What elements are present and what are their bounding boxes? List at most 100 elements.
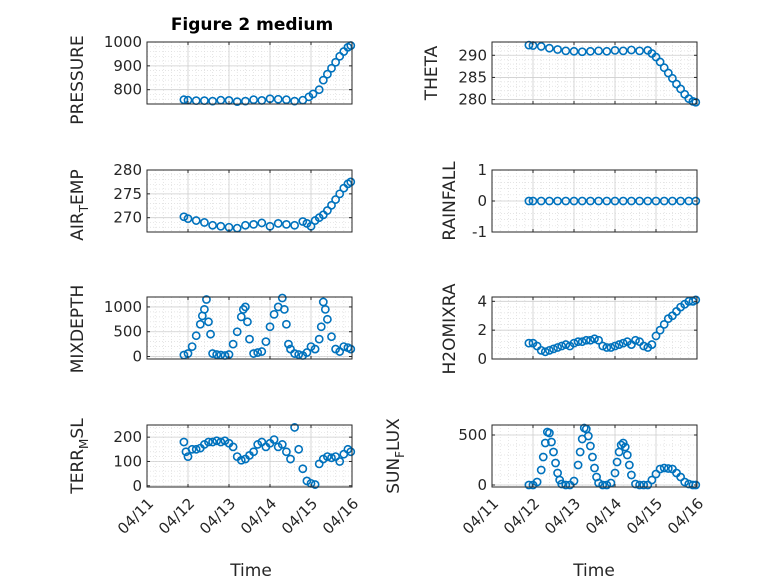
data-point (199, 304, 209, 314)
data-point (676, 196, 685, 206)
data-point (577, 337, 587, 347)
data-point (676, 84, 685, 94)
data-point (586, 441, 595, 451)
data-point (577, 196, 587, 206)
data-point (663, 68, 673, 78)
pressure-ylabel: PRESSURE (68, 35, 88, 124)
data-point (618, 338, 628, 348)
data-series (524, 40, 701, 107)
data-point (659, 319, 669, 329)
data-point (602, 480, 612, 490)
data-point (553, 196, 562, 206)
data-point (545, 196, 554, 206)
data-point (290, 220, 299, 230)
data-point (243, 317, 252, 327)
data-point (335, 189, 345, 199)
data-point (610, 196, 620, 206)
data-point (253, 348, 263, 357)
data-series (524, 196, 701, 206)
data-point (663, 464, 673, 473)
data-point (573, 460, 583, 470)
data-point (191, 331, 201, 341)
data-point (536, 465, 546, 475)
data-point (575, 447, 585, 457)
data-point (616, 440, 626, 450)
data-point (524, 338, 534, 348)
y-tick-label: 500 (458, 426, 487, 444)
data-point (290, 349, 299, 358)
data-point (335, 457, 345, 466)
data-point (257, 347, 267, 356)
terr-msl-ylabel-sub: M (77, 439, 91, 449)
rainfall-panel: -1 0 1 (472, 161, 701, 241)
data-point (594, 196, 603, 206)
y-tick-label: 0 (477, 350, 487, 368)
data-point (588, 452, 597, 462)
data-point (569, 196, 579, 206)
data-point (232, 97, 242, 107)
data-point (639, 341, 649, 351)
data-point (277, 293, 287, 303)
data-point (691, 97, 701, 107)
data-point (583, 431, 593, 441)
data-point (691, 480, 701, 490)
data-point (561, 46, 571, 56)
h2omixra-panel: 0 2 4 (477, 292, 701, 368)
data-point (187, 342, 197, 351)
data-point (561, 480, 571, 490)
data-point (346, 344, 356, 354)
data-point (281, 319, 291, 329)
data-series (524, 423, 701, 490)
axes-box (146, 169, 353, 233)
y-tick-label: 285 (458, 68, 487, 86)
data-point (691, 295, 701, 305)
data-point (620, 442, 630, 452)
data-point (659, 463, 669, 473)
y-tick-label: 1000 (104, 33, 142, 51)
data-point (627, 196, 636, 206)
data-point (586, 335, 595, 345)
data-point (536, 42, 546, 51)
data-point (545, 345, 554, 355)
data-point (206, 329, 215, 339)
data-point (346, 447, 356, 457)
data-point (320, 304, 330, 314)
terr-msl-ylabel: TERRMSL (68, 418, 91, 495)
data-point (651, 331, 661, 341)
data-point (281, 95, 291, 105)
data-point (532, 477, 542, 487)
data-point (586, 46, 595, 56)
data-point (635, 196, 644, 206)
data-point (204, 437, 213, 447)
data-point (302, 348, 312, 357)
data-point (327, 332, 336, 342)
data-point (273, 219, 283, 228)
data-point (536, 196, 546, 206)
data-point (610, 468, 620, 478)
data-point (659, 63, 669, 73)
data-point (298, 464, 308, 474)
y-tick-label: 270 (113, 209, 142, 227)
data-point (245, 334, 254, 344)
data-point (346, 177, 356, 187)
data-point (216, 221, 226, 231)
data-point (327, 453, 336, 463)
air-temp-panel: 270 275 280 (113, 161, 356, 233)
data-point (273, 94, 283, 104)
data-point (294, 444, 304, 454)
y-tick-label: 0 (477, 192, 487, 210)
data-point (238, 304, 248, 314)
sun-flux-ylabel: SUNFLUX (384, 418, 407, 494)
data-point (551, 458, 560, 468)
data-point (627, 45, 636, 55)
data-point (314, 85, 324, 95)
air-temp-ylabel-tail: EMP (68, 169, 88, 205)
y-tick-label: 1000 (104, 298, 142, 316)
data-point (569, 46, 579, 56)
sun-flux-ylabel-tail: LUX (384, 418, 404, 451)
data-point (651, 196, 661, 206)
data-point (631, 479, 640, 489)
data-point (545, 43, 554, 53)
data-point (557, 341, 567, 351)
